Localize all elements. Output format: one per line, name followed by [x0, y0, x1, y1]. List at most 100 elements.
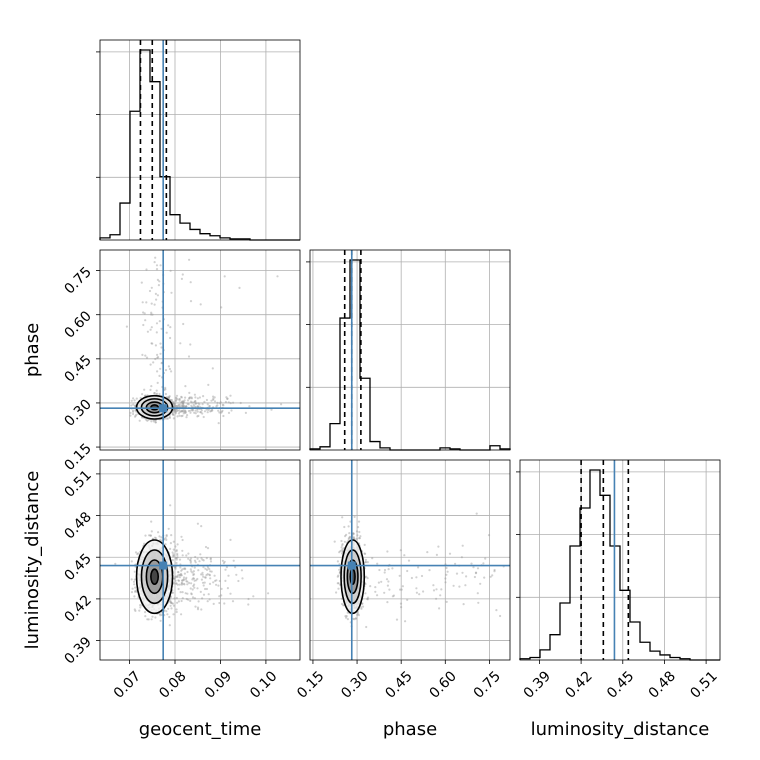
sample-point	[403, 554, 406, 557]
sample-point	[188, 397, 191, 400]
sample-point	[366, 561, 369, 564]
sample-point	[170, 399, 173, 402]
sample-point	[455, 572, 459, 575]
sample-point	[358, 530, 361, 534]
x-tick-label: 0.45	[382, 668, 415, 701]
sample-point	[167, 396, 170, 399]
sample-point	[198, 403, 201, 406]
sample-point	[186, 583, 189, 586]
sample-point	[202, 559, 205, 562]
sample-point	[189, 599, 192, 603]
sample-point	[336, 582, 339, 585]
truth-marker	[159, 404, 168, 413]
sample-point	[183, 572, 186, 575]
sample-point	[155, 389, 158, 392]
sample-point	[205, 557, 208, 560]
sample-point	[220, 411, 223, 414]
sample-point	[365, 625, 368, 629]
sample-point	[202, 395, 205, 398]
sample-point	[154, 616, 157, 619]
sample-point	[227, 574, 230, 577]
x-tick-label: 0.07	[111, 668, 144, 701]
truth-marker	[159, 561, 168, 570]
sample-point	[241, 577, 244, 580]
sample-point	[178, 409, 181, 412]
sample-point	[181, 403, 184, 406]
sample-point	[184, 396, 187, 399]
sample-point	[212, 398, 215, 401]
sample-point	[186, 414, 189, 417]
sample-point	[439, 594, 442, 597]
sample-point	[386, 601, 389, 604]
sample-point	[168, 367, 171, 371]
sample-point	[194, 396, 197, 399]
sample-point	[199, 590, 202, 594]
sample-point	[199, 411, 202, 414]
sample-point	[184, 405, 188, 408]
sample-point	[197, 569, 200, 572]
sample-point	[130, 578, 133, 581]
sample-point	[174, 404, 177, 407]
sample-point	[216, 404, 219, 407]
sample-point	[191, 596, 195, 599]
sample-point	[178, 397, 181, 401]
sample-point	[174, 410, 177, 413]
sample-point	[155, 268, 159, 271]
sample-point	[153, 303, 156, 306]
sample-point	[183, 409, 187, 412]
sample-point	[131, 409, 135, 412]
sample-point	[399, 549, 402, 552]
sample-point	[476, 592, 479, 595]
sample-point	[226, 397, 229, 400]
y-tick-label: 0.45	[61, 352, 94, 385]
sample-point	[186, 402, 189, 405]
sample-point	[181, 400, 184, 403]
sample-point	[218, 579, 221, 583]
sample-point	[164, 369, 168, 372]
sample-point	[204, 545, 208, 549]
sample-point	[132, 412, 135, 416]
sample-point	[197, 414, 200, 417]
sample-point	[183, 399, 186, 402]
sample-point	[139, 606, 142, 609]
sample-point	[164, 388, 167, 391]
sample-point	[150, 286, 153, 289]
sample-point	[173, 409, 176, 412]
sample-point	[146, 419, 149, 422]
sample-point	[178, 410, 182, 413]
sample-point	[176, 601, 179, 604]
sample-point	[215, 583, 218, 586]
sample-point	[210, 408, 214, 411]
sample-point	[197, 405, 200, 408]
sample-point	[160, 536, 163, 539]
sample-point	[186, 399, 190, 402]
sample-point	[184, 411, 187, 414]
sample-point	[180, 404, 183, 407]
sample-point	[134, 586, 137, 589]
scatter-panel-geocent_time-phase	[99, 249, 301, 451]
sample-point	[159, 619, 162, 622]
sample-point	[354, 617, 357, 620]
sample-point	[364, 552, 367, 556]
panel-border	[309, 249, 511, 451]
sample-point	[140, 281, 143, 284]
sample-point	[200, 525, 203, 528]
sample-point	[150, 342, 153, 345]
sample-point	[189, 300, 193, 303]
sample-point	[160, 327, 163, 330]
sample-point	[190, 396, 193, 399]
sample-point	[172, 555, 175, 558]
sample-point	[141, 353, 144, 356]
sample-point	[206, 600, 209, 603]
sample-point	[182, 322, 185, 326]
sample-point	[165, 331, 168, 334]
sample-point	[163, 417, 166, 420]
sample-point	[415, 587, 418, 590]
sample-point	[155, 298, 158, 301]
sample-point	[152, 420, 155, 423]
sample-point	[141, 301, 144, 304]
sample-point	[204, 567, 207, 570]
sample-point	[176, 543, 179, 546]
sample-point	[143, 394, 146, 397]
sample-point	[170, 291, 173, 294]
